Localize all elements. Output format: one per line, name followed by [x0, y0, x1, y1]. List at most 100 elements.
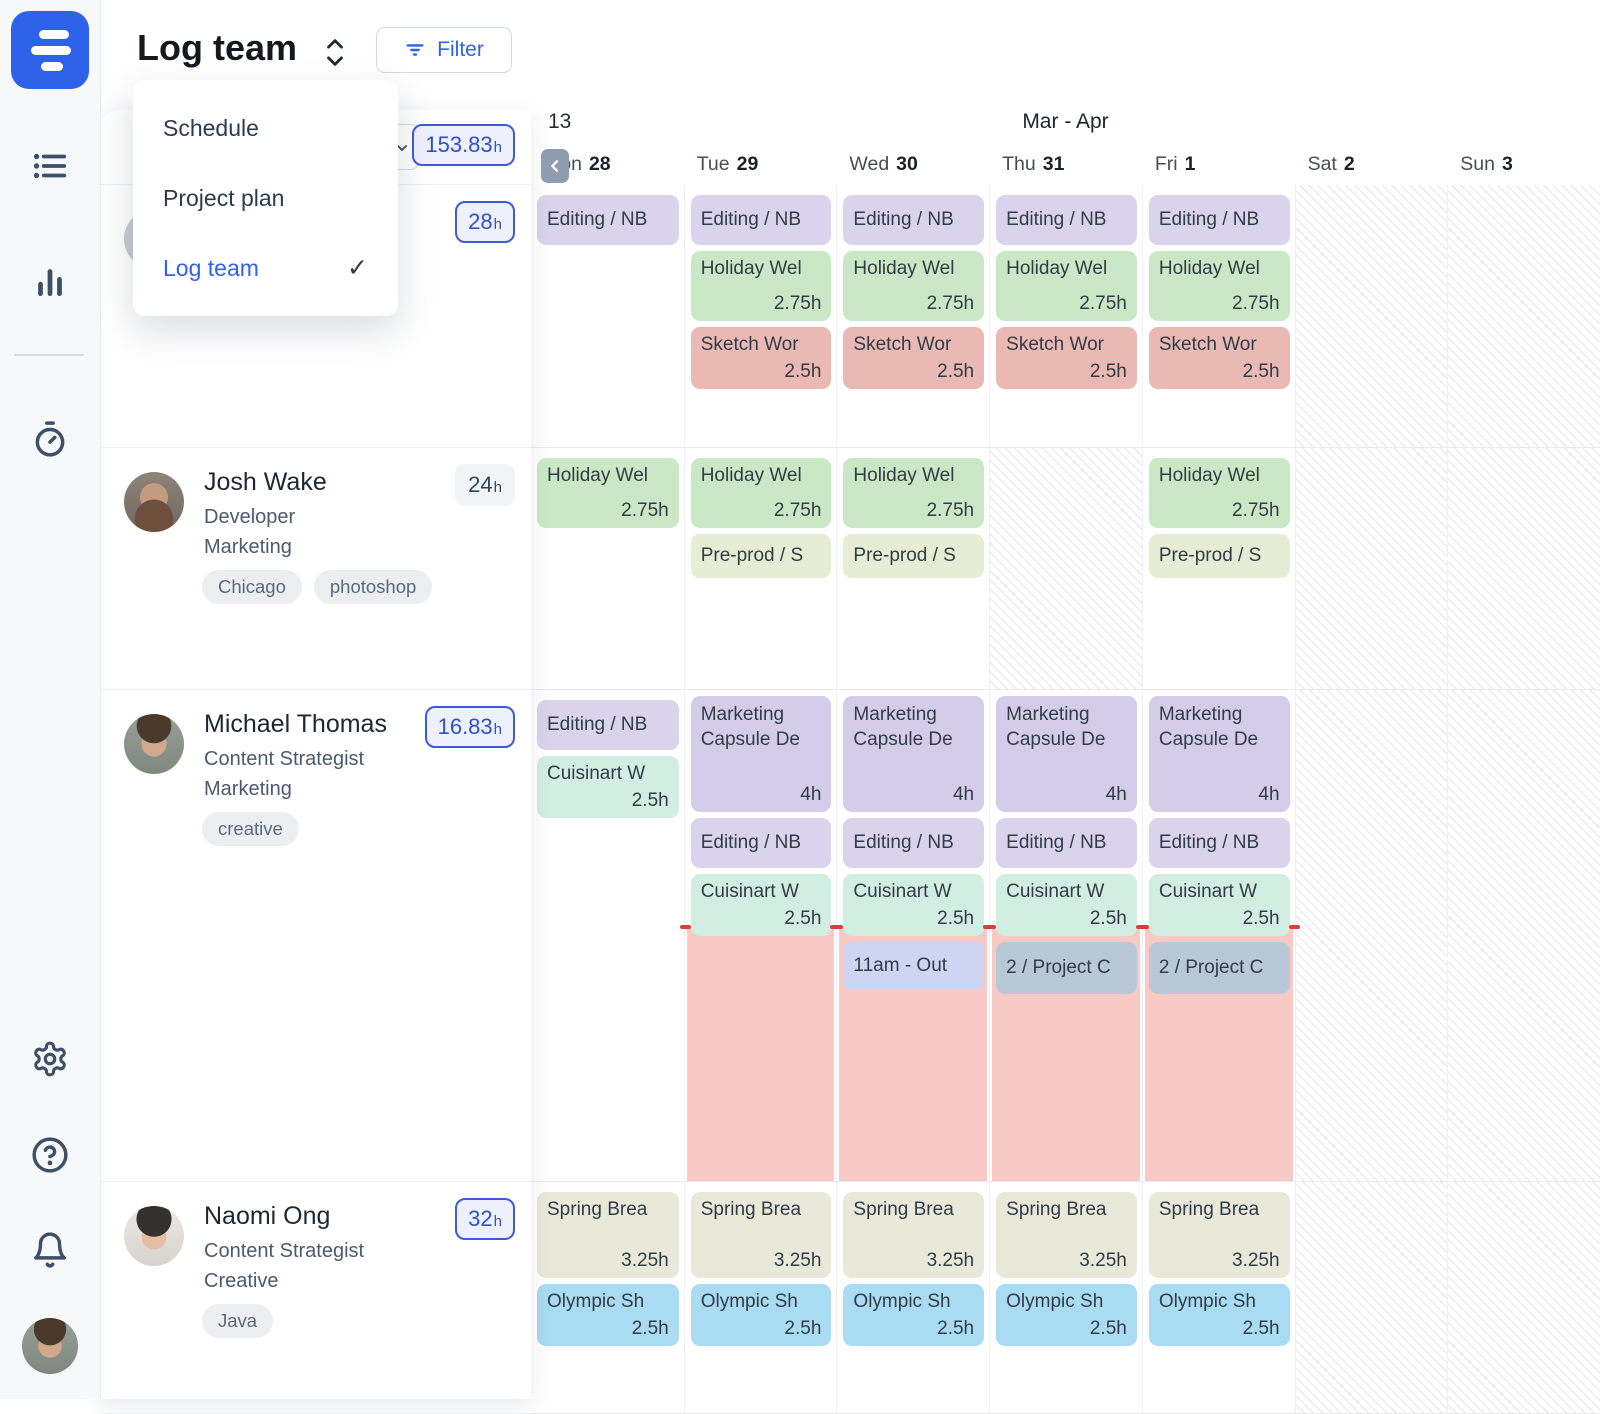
- person-row[interactable]: Michael Thomas Content Strategist Marketin…: [100, 690, 531, 1182]
- schedule-block[interactable]: Olympic Sh 2.5h: [996, 1284, 1137, 1346]
- skill-tag: Java: [202, 1304, 274, 1338]
- schedule-cell[interactable]: Marketing Capsule De 4h Editing / NB Cuisin…: [832, 690, 995, 1181]
- schedule-block[interactable]: Editing / NB: [996, 818, 1137, 868]
- schedule-cell[interactable]: Editing / NB Holiday Wel 2.75h Sketch Wor 2.…: [989, 185, 1142, 447]
- schedule-block[interactable]: Editing / NB: [537, 195, 679, 245]
- schedule-cell[interactable]: Holiday Wel 2.75h Pre-prod / S: [836, 448, 989, 689]
- schedule-cell[interactable]: Editing / NB Holiday Wel 2.75h Sketch Wor 2.…: [836, 185, 989, 447]
- schedule-cell[interactable]: Editing / NB Holiday Wel 2.75h Sketch Wor 2.…: [683, 185, 837, 447]
- schedule-block[interactable]: Editing / NB: [690, 818, 832, 868]
- schedule-block-label: Marketing Capsule De: [1006, 704, 1106, 750]
- schedule-block[interactable]: Pre-prod / S: [843, 534, 985, 578]
- page-title[interactable]: Log team: [137, 27, 298, 68]
- schedule-cell[interactable]: Marketing Capsule De 4h Editing / NB Cuisin…: [985, 690, 1147, 1181]
- schedule-block[interactable]: Olympic Sh 2.5h: [843, 1284, 985, 1346]
- schedule-block[interactable]: Holiday Wel 2.75h: [843, 251, 985, 321]
- schedule-block[interactable]: Cuisinart W 2.5h: [537, 756, 679, 818]
- schedule-block[interactable]: Editing / NB: [843, 818, 985, 868]
- schedule-block-hours: 3.25h: [621, 1250, 669, 1271]
- schedule-block[interactable]: Editing / NB: [996, 195, 1137, 245]
- schedule-block[interactable]: Editing / NB: [1148, 818, 1290, 868]
- schedule-block[interactable]: Olympic Sh 2.5h: [537, 1284, 679, 1346]
- previous-week-button[interactable]: [541, 149, 569, 183]
- schedule-block[interactable]: Holiday Wel 2.75h: [843, 458, 985, 528]
- schedule-block-label: Marketing Capsule De: [700, 704, 800, 750]
- schedule-block[interactable]: Spring Brea 3.25h: [690, 1192, 832, 1278]
- schedule-block[interactable]: Holiday Wel 2.75h: [996, 251, 1137, 321]
- help-icon[interactable]: [31, 1136, 69, 1174]
- list-icon[interactable]: [31, 147, 69, 185]
- schedule-cell[interactable]: Spring Brea 3.25h Olympic Sh 2.5h: [531, 1182, 684, 1413]
- schedule-block[interactable]: Spring Brea 3.25h: [843, 1192, 985, 1278]
- schedule-cell[interactable]: Holiday Wel 2.75h: [531, 448, 684, 689]
- schedule-block[interactable]: Sketch Wor 2.5h: [1148, 327, 1290, 389]
- chevron-updown-icon[interactable]: [322, 33, 348, 69]
- schedule-block[interactable]: Spring Brea 3.25h: [996, 1192, 1137, 1278]
- schedule-cell[interactable]: Spring Brea 3.25h Olympic Sh 2.5h: [1141, 1182, 1295, 1413]
- schedule-block-label: Holiday Wel: [1006, 258, 1108, 279]
- schedule-block[interactable]: Holiday Wel 2.75h: [690, 458, 832, 528]
- schedule-cell[interactable]: Editing / NB: [531, 185, 684, 447]
- schedule-block[interactable]: Marketing Capsule De 4h: [690, 696, 832, 812]
- schedule-cell[interactable]: Editing / NB Holiday Wel 2.75h Sketch Wor 2.…: [1141, 185, 1295, 447]
- schedule-block[interactable]: Olympic Sh 2.5h: [1148, 1284, 1290, 1346]
- schedule-block-label: 2 / Project C: [1006, 957, 1111, 978]
- settings-icon[interactable]: [31, 1040, 69, 1078]
- bar-chart-icon[interactable]: [31, 262, 69, 300]
- schedule-block[interactable]: Holiday Wel 2.75h: [537, 458, 679, 528]
- filter-button[interactable]: Filter: [376, 27, 512, 73]
- schedule-block[interactable]: Spring Brea 3.25h: [537, 1192, 679, 1278]
- schedule-block[interactable]: Cuisinart W 2.5h: [843, 874, 985, 936]
- schedule-block[interactable]: Pre-prod / S: [1148, 534, 1290, 578]
- schedule-block[interactable]: Marketing Capsule De 4h: [996, 696, 1137, 812]
- schedule-row: Holiday Wel 2.75h Holiday Wel 2.75h Pre-prod…: [531, 448, 1600, 690]
- schedule-cell[interactable]: Editing / NB Cuisinart W 2.5h: [531, 690, 684, 1181]
- view-menu-item[interactable]: Schedule✓: [133, 93, 398, 163]
- schedule-block[interactable]: Spring Brea 3.25h: [1148, 1192, 1290, 1278]
- schedule-block[interactable]: Editing / NB: [1148, 195, 1290, 245]
- schedule-block[interactable]: 11am - Out: [843, 942, 985, 990]
- day-name: Wed: [849, 153, 890, 175]
- schedule-cell[interactable]: Holiday Wel 2.75h Pre-prod / S: [1141, 448, 1295, 689]
- schedule-cell[interactable]: Holiday Wel 2.75h Pre-prod / S: [683, 448, 837, 689]
- schedule-block[interactable]: Editing / NB: [690, 195, 832, 245]
- day-date: 1: [1184, 153, 1196, 175]
- schedule-cell[interactable]: Marketing Capsule De 4h Editing / NB Cuisin…: [679, 690, 842, 1181]
- timer-icon[interactable]: [31, 420, 69, 458]
- schedule-block[interactable]: Editing / NB: [537, 700, 679, 750]
- bell-icon[interactable]: [31, 1231, 69, 1269]
- schedule-block[interactable]: 2 / Project C: [1148, 942, 1290, 994]
- schedule-block[interactable]: Editing / NB: [843, 195, 985, 245]
- schedule-block[interactable]: Marketing Capsule De 4h: [843, 696, 985, 812]
- person-row[interactable]: Naomi Ong Content Strategist Creative Java 3…: [100, 1182, 531, 1414]
- overtime-overlay: [686, 928, 835, 1181]
- filter-icon: [406, 44, 424, 56]
- schedule-cell[interactable]: Spring Brea 3.25h Olympic Sh 2.5h: [683, 1182, 837, 1413]
- schedule-block[interactable]: Pre-prod / S: [690, 534, 832, 578]
- view-menu-item[interactable]: Project plan✓: [133, 163, 398, 233]
- schedule-block[interactable]: 2 / Project C: [996, 942, 1137, 994]
- schedule-cell[interactable]: Spring Brea 3.25h Olympic Sh 2.5h: [836, 1182, 989, 1413]
- view-menu-item[interactable]: Log team ✓: [133, 233, 398, 303]
- schedule-block[interactable]: Sketch Wor 2.5h: [843, 327, 985, 389]
- schedule-row: Editing / NB Cuisinart W 2.5h Marketing Cap…: [531, 690, 1600, 1182]
- person-department: Creative: [204, 1270, 279, 1292]
- schedule-block[interactable]: Marketing Capsule De 4h: [1148, 696, 1290, 812]
- schedule-block[interactable]: Cuisinart W 2.5h: [996, 874, 1137, 936]
- person-row[interactable]: Josh Wake Developer Marketing Chicago photos…: [100, 448, 531, 690]
- schedule-block[interactable]: Sketch Wor 2.5h: [690, 327, 832, 389]
- schedule-block-hours: 2.5h: [1242, 361, 1280, 382]
- schedule-cell[interactable]: Spring Brea 3.25h Olympic Sh 2.5h: [989, 1182, 1142, 1413]
- schedule-block[interactable]: Holiday Wel 2.75h: [690, 251, 832, 321]
- schedule-block[interactable]: Holiday Wel 2.75h: [1148, 251, 1290, 321]
- schedule-block[interactable]: Holiday Wel 2.75h: [1148, 458, 1290, 528]
- schedule-block[interactable]: Sketch Wor 2.5h: [996, 327, 1137, 389]
- day-header: Wed 30: [849, 153, 917, 176]
- schedule-cell[interactable]: Marketing Capsule De 4h Editing / NB Cuisin…: [1137, 690, 1300, 1181]
- brand-logo[interactable]: [11, 11, 89, 89]
- logo-bar: [41, 62, 63, 71]
- schedule-block[interactable]: Cuisinart W 2.5h: [1148, 874, 1290, 936]
- schedule-block[interactable]: Cuisinart W 2.5h: [690, 874, 832, 936]
- schedule-block[interactable]: Olympic Sh 2.5h: [690, 1284, 832, 1346]
- user-avatar[interactable]: [22, 1318, 78, 1374]
